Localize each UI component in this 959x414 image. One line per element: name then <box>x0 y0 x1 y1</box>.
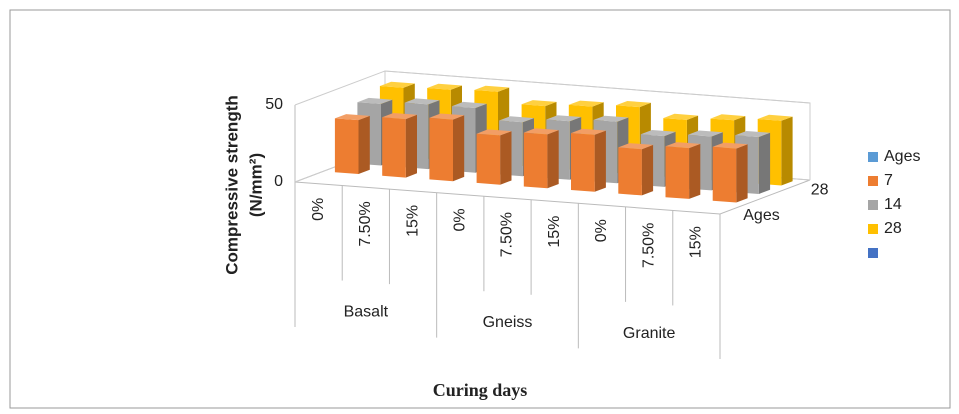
bar-top <box>521 100 557 107</box>
bar-top <box>499 116 534 123</box>
x-axis-label: Curing days <box>433 380 528 400</box>
bar <box>618 143 654 196</box>
bar-top <box>379 81 415 88</box>
legend-swatch <box>868 224 878 234</box>
x-tick-label: 0% <box>452 208 469 231</box>
bar-side <box>453 115 465 182</box>
y-axis-label-line: Compressive strength <box>222 95 241 275</box>
bar <box>665 142 701 199</box>
bar-top <box>712 142 748 149</box>
bar <box>334 114 370 174</box>
bar-front <box>476 133 501 185</box>
bar-top <box>640 130 676 137</box>
bar <box>571 128 606 192</box>
bar-side <box>736 144 748 203</box>
grid-line <box>294 70 811 106</box>
x-tick-label: 15% <box>546 216 563 248</box>
x-tick-label: 0% <box>593 219 610 242</box>
bar-top <box>474 85 510 92</box>
legend-swatch <box>868 176 878 186</box>
bar-front <box>429 117 453 182</box>
bar-top <box>618 143 654 150</box>
bar-top <box>357 97 393 104</box>
bar-front <box>334 118 359 174</box>
z-tick-label: 28 <box>811 181 829 198</box>
bar-top <box>710 114 746 121</box>
bar-side <box>594 130 606 192</box>
legend-swatch <box>868 152 878 162</box>
y-axis-label-line: (N/mm²) <box>246 153 265 217</box>
legend-swatch <box>868 200 878 210</box>
bar-side <box>547 130 559 189</box>
x-tick-label: 7.50% <box>357 201 374 246</box>
y-axis-label: Compressive strength (N/mm²) <box>222 95 265 275</box>
group-label: Granite <box>623 325 676 342</box>
legend-label: Ages <box>884 148 920 165</box>
bar-front <box>571 133 595 192</box>
bar-side <box>781 116 793 186</box>
bar-side <box>641 144 654 196</box>
bar-side <box>500 131 512 185</box>
x-tick-label: 0% <box>310 198 327 221</box>
bar-top <box>568 100 604 107</box>
bar-front <box>382 117 406 178</box>
group-label: Basalt <box>344 304 389 321</box>
group-label: Gneiss <box>483 314 533 331</box>
bar-top <box>451 101 487 108</box>
bar-side <box>689 143 701 199</box>
x-tick-label: 7.50% <box>640 223 657 268</box>
bar-top <box>735 131 771 137</box>
bar-side <box>758 132 771 194</box>
bar <box>523 128 559 189</box>
y-tick-label: 50 <box>265 96 283 113</box>
bar-top <box>427 83 462 90</box>
bar-top <box>334 114 370 121</box>
bar-top <box>593 115 629 122</box>
legend-label: 14 <box>884 196 902 213</box>
bar-top <box>571 128 606 135</box>
z-tick-label: Ages <box>743 207 779 224</box>
bar-front <box>523 132 548 189</box>
bar-front <box>665 146 690 199</box>
bar <box>382 113 417 178</box>
bar-top <box>382 113 417 120</box>
bar-top <box>429 113 465 120</box>
bar-top <box>688 130 723 137</box>
bar-top <box>663 113 699 120</box>
bar-top <box>546 115 582 122</box>
x-tick-label: 15% <box>404 205 421 237</box>
bar <box>476 129 512 185</box>
bar-front <box>618 147 642 196</box>
bar-top <box>476 129 512 136</box>
bar-top <box>757 114 793 121</box>
bar-top <box>523 128 559 135</box>
bar-top <box>404 98 440 105</box>
chart-border <box>9 9 951 409</box>
bar-side <box>358 115 370 174</box>
legend-label: 7 <box>884 172 893 189</box>
bar-top <box>616 101 651 108</box>
x-tick-label: 7.50% <box>499 212 516 257</box>
x-tick-label: 15% <box>688 226 705 258</box>
y-tick-label: 0 <box>274 173 283 190</box>
bar-top <box>665 142 701 149</box>
legend-swatch <box>868 248 878 258</box>
bar-side <box>405 114 417 178</box>
legend-label: 28 <box>884 220 902 237</box>
bar <box>712 142 748 203</box>
bar <box>429 113 465 182</box>
bar-front <box>712 146 737 203</box>
